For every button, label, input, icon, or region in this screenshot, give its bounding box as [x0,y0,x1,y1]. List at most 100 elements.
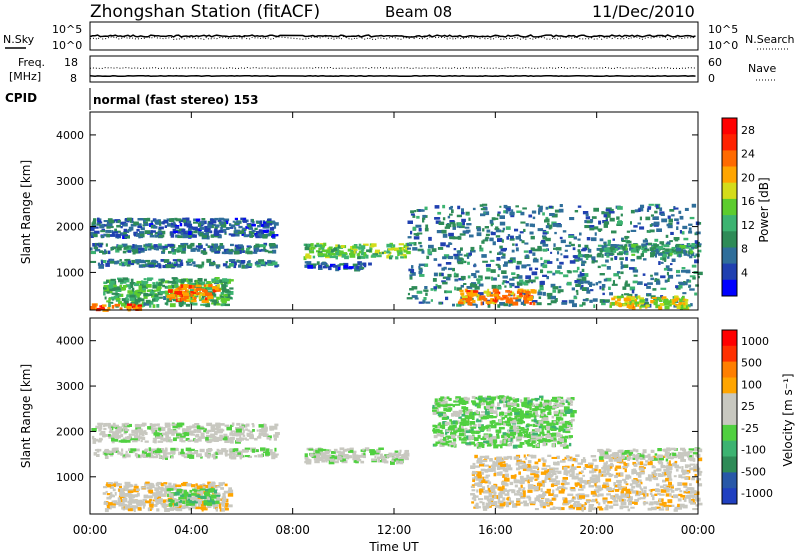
echo-cell [668,463,673,467]
echo-cell [221,448,227,453]
echo-cell [272,426,276,429]
echo-cell [603,278,608,282]
echo-cell [681,466,684,470]
echo-cell [688,223,693,226]
echo-cell [633,225,638,228]
echo-cell [468,435,474,440]
echo-cell [222,500,226,505]
echo-cell [155,502,159,505]
echo-cell [130,484,134,488]
echo-cell [587,281,593,285]
echo-cell [461,413,466,417]
echo-cell [248,433,254,437]
echo-cell [525,223,529,227]
echo-cell [124,429,130,432]
echo-cell [497,265,501,268]
echo-cell [576,292,579,296]
echo-cell [196,248,201,252]
echo-cell [558,208,564,213]
echo-cell [641,250,648,253]
echo-cell [395,256,399,260]
echo-cell [557,421,564,425]
echo-cell [107,260,112,263]
echo-cell [510,435,513,439]
echo-cell [505,226,511,230]
echo-cell [184,299,188,302]
echo-cell [208,496,212,500]
echo-cell [541,429,544,433]
echo-cell [349,252,352,255]
echo-cell [553,426,557,431]
echo-cell [611,283,618,286]
echo-cell [519,292,523,296]
echo-cell [540,411,544,414]
echo-cell [538,210,541,215]
echo-cell [271,249,277,254]
echo-cell [654,238,659,242]
echo-cell [601,254,604,258]
echo-cell [128,246,131,251]
echo-cell [202,251,206,255]
echo-cell [599,459,605,462]
echo-cell [488,493,493,497]
echo-cell [579,232,582,236]
echo-cell [139,432,142,435]
echo-cell [148,489,154,494]
echo-cell [333,460,339,463]
echo-cell [258,259,265,263]
echo-cell [476,418,479,423]
echo-cell [505,209,509,214]
echo-cell [269,227,274,231]
echo-cell [129,219,133,223]
echo-cell [679,298,683,303]
echo-cell [122,250,127,254]
echo-cell [166,436,171,439]
echo-cell [454,272,457,276]
echo-cell [193,496,198,500]
echo-cell [175,499,180,502]
echo-cell [675,454,680,458]
echo-cell [500,297,504,301]
echo-cell [514,411,520,415]
echo-cell [269,425,274,430]
echo-cell [152,455,157,459]
echo-cell [655,299,658,304]
echo-cell [225,265,231,269]
echo-cell [153,289,159,292]
echo-cell [451,209,454,214]
echo-cell [487,498,492,502]
echo-cell [625,474,630,478]
echo-cell [491,415,497,419]
echo-cell [154,231,160,235]
echo-cell [262,428,268,432]
echo-cell [399,457,405,461]
echo-cell [603,221,610,225]
echo-cell [503,404,509,408]
echo-cell [269,428,275,431]
echo-cell [522,207,527,210]
echo-cell [304,460,310,464]
echo-cell [398,251,403,255]
echo-cell [432,428,436,431]
echo-cell [412,247,418,251]
echo-cell [485,301,492,304]
echo-cell [542,433,548,436]
echo-cell [524,440,531,443]
echo-cell [480,208,486,211]
echo-cell [507,407,512,411]
echo-cell [493,442,497,445]
echo-cell [171,433,175,436]
echo-cell [238,264,242,268]
echo-cell [495,235,501,238]
echo-cell [189,426,196,429]
echo-cell [469,234,474,238]
echo-cell [179,496,185,500]
echo-cell [136,492,140,497]
echo-cell [145,299,151,304]
echo-cell [447,267,453,271]
echo-cell [519,442,525,445]
echo-cell [335,267,340,272]
echo-cell [96,243,100,246]
echo-cell [577,253,583,258]
